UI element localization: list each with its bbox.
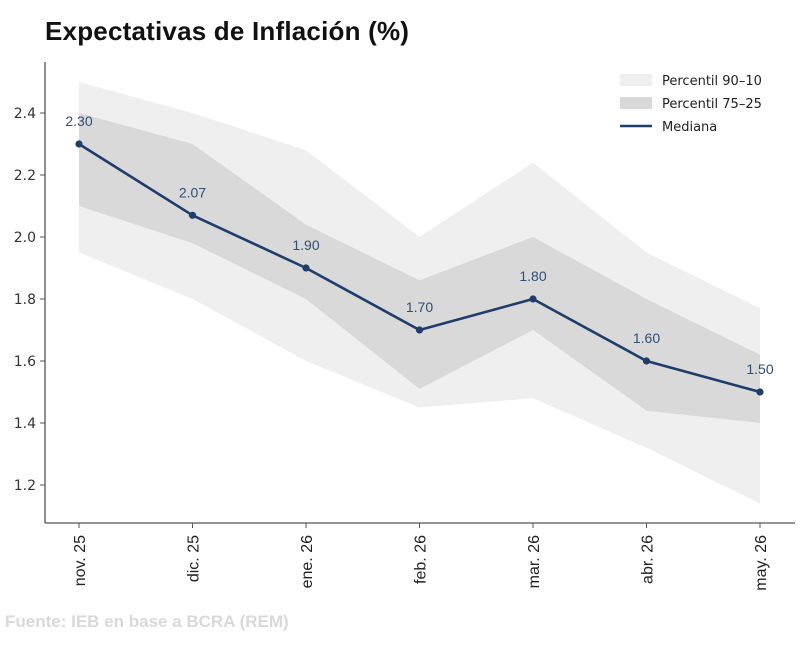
bands-layer [79, 82, 760, 504]
x-tick-label: abr. 26 [640, 535, 657, 584]
median-point [756, 388, 764, 396]
median-point [415, 326, 424, 334]
data-label: 1.60 [633, 330, 660, 346]
data-label: 2.07 [179, 184, 206, 200]
legend-label: Mediana [662, 120, 717, 135]
y-tick-label: 2.2 [14, 168, 36, 184]
legend: Percentil 90–10 Percentil 75–25 Mediana [620, 74, 762, 135]
x-tick-label: ene. 26 [299, 535, 316, 588]
y-tick-label: 2.0 [14, 230, 36, 246]
legend-swatch [620, 97, 652, 109]
median-point [529, 295, 537, 303]
axes-layer: 1.2 1.4 1.6 1.8 2.0 2.2 2.4 nov. 25 dic. 25 ene. … [14, 62, 795, 591]
band-percentile-75-25 [79, 113, 760, 423]
legend-item-percentile-90-10: Percentil 90–10 [620, 74, 762, 89]
legend-item-percentile-75-25: Percentil 75–25 [620, 97, 762, 112]
data-label: 1.80 [519, 268, 546, 284]
y-tick-label: 1.2 [14, 478, 36, 494]
y-tick-label: 2.4 [14, 106, 36, 122]
data-label: 2.30 [65, 113, 92, 129]
data-labels-layer: 2.30 2.07 1.90 1.70 1.80 1.60 1.50 [65, 113, 773, 377]
legend-label: Percentil 75–25 [662, 97, 762, 112]
y-tick-label: 1.8 [14, 292, 36, 308]
data-label: 1.90 [292, 237, 319, 253]
source-note: Fuente: IEB en base a BCRA (REM) [5, 612, 289, 631]
y-tick-label: 1.6 [14, 354, 36, 370]
y-tick-label: 1.4 [14, 416, 36, 432]
x-tick-label: may. 26 [753, 535, 770, 591]
median-point [302, 264, 310, 272]
x-tick-label: dic. 25 [186, 535, 203, 582]
chart-title: Expectativas de Inflación (%) [45, 16, 410, 46]
legend-item-median: Mediana [620, 120, 717, 135]
legend-swatch [620, 74, 652, 86]
data-label: 1.50 [746, 361, 773, 377]
median-line-layer [75, 140, 764, 396]
x-tick-label: mar. 26 [526, 535, 543, 588]
median-point [188, 211, 197, 219]
data-label: 1.70 [406, 299, 433, 315]
x-tick-label: feb. 26 [413, 535, 430, 584]
median-point [642, 357, 651, 365]
x-tick-label: nov. 25 [72, 535, 89, 586]
legend-label: Percentil 90–10 [662, 74, 762, 89]
median-point [75, 140, 83, 148]
